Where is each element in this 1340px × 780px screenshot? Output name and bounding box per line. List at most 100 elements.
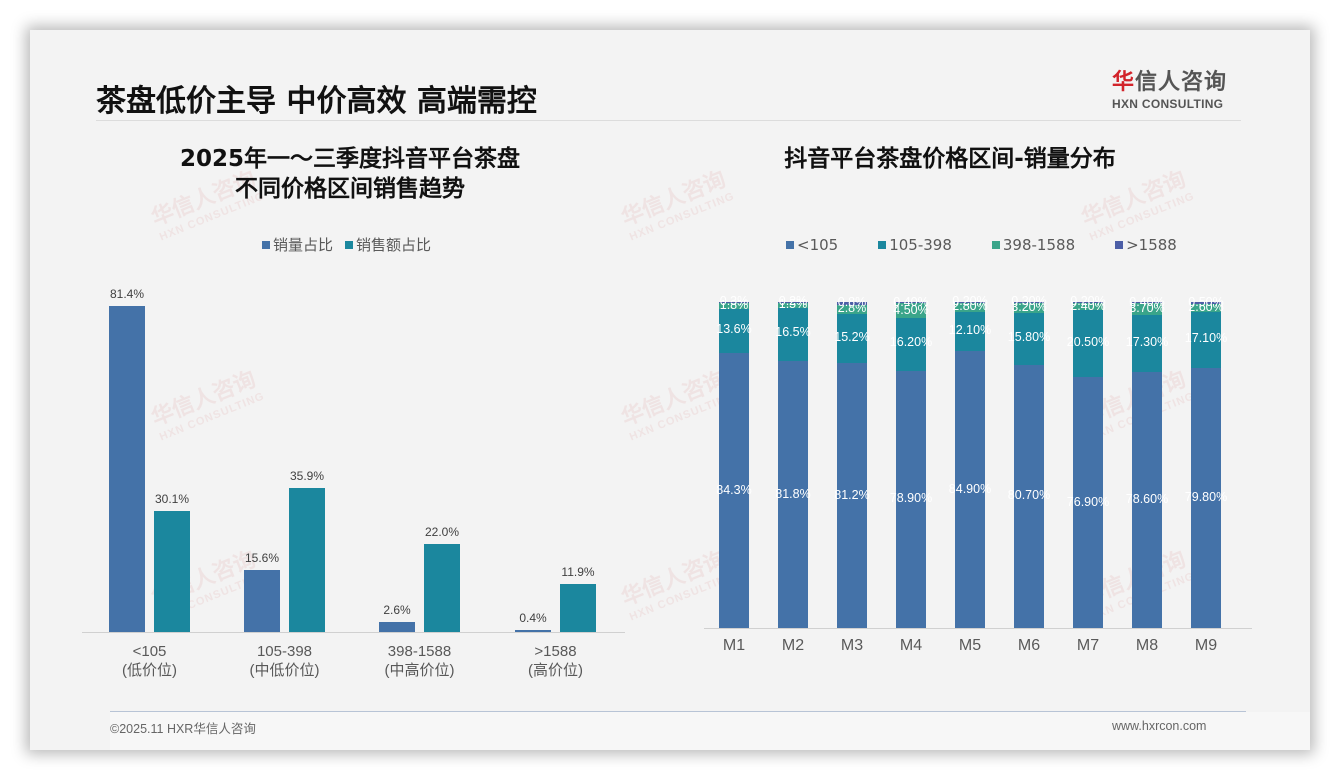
data-label: 81.4% bbox=[109, 287, 145, 301]
left-chart-title-line1: 2025年一～三季度抖音平台茶盘 bbox=[179, 146, 520, 172]
stack-segment bbox=[1014, 313, 1044, 365]
segment-label: 17.30% bbox=[1125, 334, 1169, 349]
x-axis-label: M4 bbox=[899, 637, 923, 654]
stack-segment bbox=[1014, 302, 1044, 314]
stack-segment bbox=[719, 308, 749, 354]
segment-label: 0.20% bbox=[1070, 294, 1106, 309]
category-sublabel: (高价位) bbox=[528, 662, 583, 679]
segment-label: 78.60% bbox=[1125, 491, 1169, 506]
logo-name: 信人咨询 bbox=[1135, 70, 1228, 95]
legend-label: 398-1588 bbox=[1002, 236, 1076, 254]
legend-label: 105-398 bbox=[889, 236, 952, 254]
segment-label: 0.2% bbox=[778, 294, 808, 309]
data-label: 15.6% bbox=[244, 550, 280, 565]
stack-segment bbox=[837, 302, 867, 305]
footer-divider bbox=[110, 711, 1246, 712]
segment-label: 0.8% bbox=[837, 295, 867, 310]
stack-segment bbox=[1191, 367, 1221, 628]
segment-label: 2.8% bbox=[837, 301, 867, 316]
title-divider bbox=[96, 120, 1241, 121]
segment-label: 3.20% bbox=[1011, 300, 1047, 315]
data-label: 22.0% bbox=[424, 524, 460, 539]
segment-label: 4.50% bbox=[893, 302, 929, 317]
category-sublabel: (中高价位) bbox=[384, 662, 455, 679]
category-label: 105-398 bbox=[256, 643, 313, 660]
category-sublabel: (低价位) bbox=[122, 662, 177, 679]
segment-label: 15.80% bbox=[1007, 330, 1051, 345]
x-axis-line bbox=[82, 632, 625, 633]
segment-label: 0.40% bbox=[893, 294, 929, 309]
stack-segment bbox=[1073, 377, 1103, 628]
stack-segment bbox=[1132, 303, 1162, 316]
segment-label: 0.50% bbox=[1188, 294, 1224, 309]
legend-swatch-icon bbox=[991, 241, 1000, 249]
stack-segment bbox=[1073, 310, 1103, 378]
segment-label: 76.90% bbox=[1066, 494, 1110, 509]
page-title: 茶盘低价主导 中价高效 高端需控 bbox=[96, 84, 537, 119]
legend-item: <105 bbox=[786, 236, 838, 254]
footer-website: www.hxrcon.com bbox=[1112, 719, 1207, 733]
bar-revenue bbox=[560, 584, 596, 632]
bar-volume bbox=[379, 621, 415, 632]
stack-segment bbox=[1073, 302, 1103, 311]
legend-label: >1588 bbox=[1126, 236, 1177, 254]
category-label: <105 bbox=[132, 643, 167, 660]
stack-segment bbox=[1014, 302, 1044, 303]
slide: 茶盘低价主导 中价高效 高端需控 华信人咨询 HXN CONSULTING 华信… bbox=[30, 30, 1310, 750]
stack-segment bbox=[1191, 303, 1221, 313]
legend-item-revenue: 销售额占比 bbox=[345, 234, 431, 255]
watermark-cn: 华信人咨询 bbox=[618, 166, 730, 232]
x-axis-label: M8 bbox=[1135, 637, 1159, 654]
x-axis-label: M1 bbox=[722, 637, 746, 654]
stack-segment bbox=[896, 317, 926, 371]
segment-label: 1.8% bbox=[719, 297, 749, 312]
watermark-cn: 华信人咨询 bbox=[618, 366, 730, 432]
left-chart-title: 2025年一～三季度抖音平台茶盘 不同价格区间销售趋势 bbox=[130, 144, 570, 204]
legend-swatch-icon bbox=[345, 240, 354, 249]
stack-segment bbox=[896, 302, 926, 304]
stack-segment bbox=[896, 303, 926, 318]
bar-revenue bbox=[424, 543, 460, 632]
right-chart-legend: <105 105-398 398-1588 >1588 bbox=[786, 236, 1177, 254]
segment-label: 16.5% bbox=[775, 325, 811, 340]
bar-volume bbox=[515, 630, 551, 632]
left-chart-legend: 销量占比 销售额占比 bbox=[262, 234, 431, 255]
segment-label: 1.5% bbox=[778, 297, 808, 312]
stack-segment bbox=[1132, 371, 1162, 628]
stack-segment bbox=[1132, 302, 1162, 304]
segment-label: 0.20% bbox=[952, 294, 988, 309]
segment-label: 79.80% bbox=[1184, 489, 1228, 504]
segment-label: 80.70% bbox=[1007, 488, 1051, 503]
legend-swatch-icon bbox=[262, 240, 270, 249]
segment-label: 81.8% bbox=[775, 486, 811, 501]
legend-label: 销量占比 bbox=[273, 236, 334, 254]
bar-revenue bbox=[154, 511, 190, 632]
stack-segment bbox=[1073, 302, 1103, 303]
footer-band bbox=[110, 712, 1310, 750]
footer-copyright: ©2025.11 HXR华信人咨询 bbox=[110, 722, 256, 736]
watermark-cn: 华信人咨询 bbox=[618, 546, 730, 612]
legend-swatch-icon bbox=[786, 241, 794, 249]
segment-label: 0.30% bbox=[1011, 294, 1047, 309]
data-label: 0.4% bbox=[519, 611, 547, 626]
category-label: 398-1588 bbox=[387, 643, 452, 660]
x-axis-label: M3 bbox=[840, 637, 864, 654]
stack-segment bbox=[778, 307, 808, 362]
right-chart-title: 抖音平台茶盘价格区间-销量分布 bbox=[784, 146, 1116, 172]
legend-item: 398-1588 bbox=[991, 236, 1076, 254]
stack-segment bbox=[837, 313, 867, 364]
segment-label: 20.50% bbox=[1066, 334, 1110, 349]
legend-label: <105 bbox=[797, 236, 839, 254]
segment-label: 0.3% bbox=[719, 294, 749, 309]
x-axis-label: M6 bbox=[1017, 637, 1041, 654]
segment-label: 78.90% bbox=[889, 491, 933, 506]
left-chart-title-line2: 不同价格区间销售趋势 bbox=[235, 176, 465, 202]
segment-label: 17.10% bbox=[1184, 330, 1228, 345]
bar-volume bbox=[244, 569, 280, 632]
legend-swatch-icon bbox=[878, 241, 887, 249]
stack-segment bbox=[1191, 312, 1221, 368]
segment-label: 81.2% bbox=[834, 487, 870, 502]
data-label: 30.1% bbox=[154, 492, 190, 507]
data-label: 2.6% bbox=[383, 602, 411, 617]
